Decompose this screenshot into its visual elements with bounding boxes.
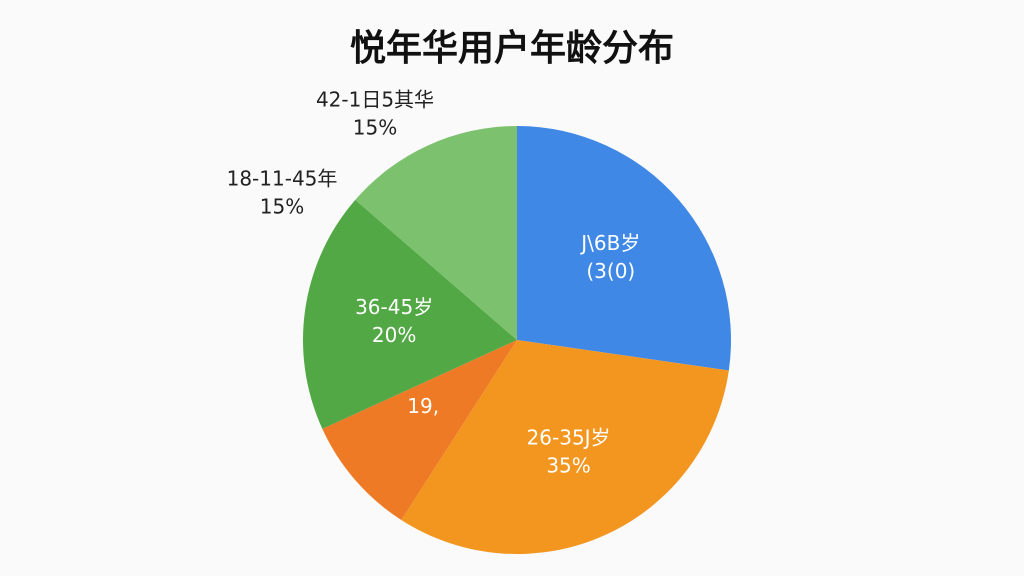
- slice-label: 26-35J岁: [527, 425, 611, 449]
- pie-slice: [517, 126, 731, 371]
- pie-slice: [355, 126, 517, 340]
- slice-value-label: 20%: [372, 323, 416, 347]
- slice-label: 19,: [407, 394, 439, 418]
- pie-slice: [303, 199, 517, 429]
- chart-title: 悦年华用户年龄分布: [350, 28, 674, 69]
- slice-value-label: 35%: [546, 453, 590, 477]
- slice-label: 42-1日5其华: [316, 88, 434, 112]
- pie-slice: [401, 340, 729, 554]
- slice-label: 36-45岁: [355, 295, 433, 319]
- slice-value-label: 15%: [353, 116, 397, 140]
- slice-label: J\6B岁: [579, 231, 640, 255]
- pie-slice: [322, 340, 517, 521]
- slice-value-label: (3(0): [586, 259, 635, 283]
- annotation: 15%: [260, 195, 304, 219]
- annotation: 18-11-45年: [227, 167, 338, 191]
